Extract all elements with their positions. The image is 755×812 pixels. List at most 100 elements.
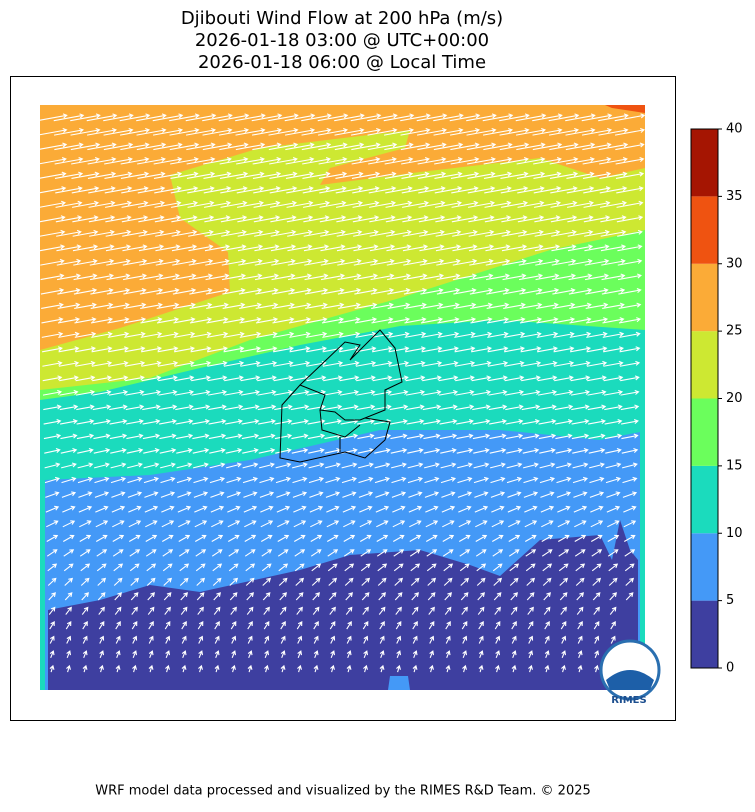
wind-arrow bbox=[236, 200, 264, 208]
wind-arrow bbox=[103, 127, 134, 136]
wind-arrow bbox=[171, 215, 198, 223]
wind-arrow bbox=[484, 200, 512, 208]
wind-arrow bbox=[214, 621, 220, 630]
wind-arrow bbox=[123, 288, 147, 295]
wind-arrow bbox=[225, 433, 243, 440]
wind-arrow bbox=[203, 186, 232, 194]
wind-arrow bbox=[360, 549, 372, 557]
wind-arrow bbox=[401, 200, 429, 208]
wind-arrow bbox=[427, 577, 437, 586]
wind-arrow bbox=[508, 549, 520, 557]
wind-arrow bbox=[110, 476, 126, 484]
wind-arrow bbox=[335, 200, 363, 208]
wind-arrow bbox=[194, 505, 208, 513]
wind-arrow bbox=[484, 215, 512, 223]
wind-arrow bbox=[204, 215, 231, 223]
wind-arrow bbox=[419, 229, 445, 237]
wind-arrow bbox=[351, 142, 381, 151]
wind-arrow bbox=[157, 360, 179, 367]
wind-arrow bbox=[226, 462, 242, 469]
wind-arrow bbox=[604, 433, 623, 440]
wind-arrow bbox=[406, 419, 425, 425]
wind-arrow bbox=[305, 317, 328, 324]
wind-arrow bbox=[478, 635, 484, 644]
wind-arrow bbox=[208, 419, 227, 425]
wind-arrow bbox=[235, 142, 266, 151]
wind-arrow bbox=[451, 186, 479, 194]
wind-arrow bbox=[426, 549, 438, 557]
wind-arrow bbox=[387, 302, 411, 310]
wind-arrow bbox=[586, 331, 608, 338]
wind-arrow bbox=[127, 491, 143, 498]
wind-arrow bbox=[582, 171, 612, 180]
wind-arrow bbox=[405, 389, 426, 396]
wind-arrow bbox=[600, 229, 627, 237]
wind-arrow bbox=[584, 258, 610, 266]
wind-arrow bbox=[558, 549, 570, 557]
wind-arrow bbox=[426, 563, 437, 572]
wind-arrow bbox=[487, 331, 509, 338]
wind-arrow bbox=[492, 549, 504, 557]
wind-arrow bbox=[390, 419, 408, 425]
wind-arrow bbox=[106, 258, 131, 266]
wind-arrow bbox=[94, 491, 110, 498]
wind-arrow bbox=[185, 113, 217, 122]
wind-arrow bbox=[470, 317, 493, 324]
wind-arrow bbox=[206, 302, 229, 310]
wind-arrow bbox=[174, 375, 195, 382]
wind-arrow bbox=[622, 462, 638, 469]
wind-arrow bbox=[53, 113, 85, 122]
wind-arrow bbox=[256, 331, 278, 338]
wind-arrow bbox=[107, 317, 130, 324]
wind-arrow bbox=[186, 157, 216, 165]
wind-arrow bbox=[603, 375, 624, 382]
wind-arrow bbox=[98, 606, 105, 615]
wind-arrow bbox=[104, 157, 133, 165]
wind-arrow bbox=[485, 244, 511, 252]
wind-arrow bbox=[607, 549, 619, 557]
wind-arrow bbox=[353, 244, 379, 252]
wind-arrow bbox=[623, 505, 637, 513]
wind-arrow bbox=[264, 650, 270, 659]
wind-arrow bbox=[293, 505, 307, 513]
wind-arrow bbox=[335, 186, 364, 194]
wind-arrow bbox=[386, 273, 411, 281]
wind-arrow bbox=[572, 448, 589, 454]
wind-arrow bbox=[598, 113, 629, 122]
wind-arrow bbox=[392, 505, 406, 513]
wind-arrow bbox=[87, 157, 117, 165]
wind-arrow bbox=[310, 534, 323, 543]
wind-arrow bbox=[71, 157, 100, 165]
wind-arrow bbox=[396, 650, 402, 659]
wind-arrow bbox=[169, 142, 200, 151]
wind-arrow bbox=[243, 491, 258, 498]
wind-arrow bbox=[449, 113, 481, 122]
wind-arrow bbox=[301, 142, 332, 151]
wind-arrow bbox=[475, 520, 488, 528]
wind-arrow bbox=[65, 606, 72, 615]
wind-arrow bbox=[86, 127, 118, 136]
wind-arrow bbox=[176, 462, 193, 469]
wind-arrow bbox=[442, 549, 454, 557]
wind-arrow bbox=[457, 476, 473, 484]
wind-arrow bbox=[207, 375, 228, 382]
wind-arrow bbox=[143, 462, 160, 469]
wind-arrow bbox=[472, 419, 491, 425]
wind-arrow bbox=[455, 375, 475, 382]
wind-arrow bbox=[187, 215, 215, 223]
wind-arrow bbox=[162, 549, 174, 557]
wind-arrow bbox=[273, 375, 294, 382]
wind-arrow bbox=[38, 200, 66, 208]
wind-arrow bbox=[47, 563, 58, 572]
wind-arrow bbox=[469, 288, 494, 295]
wind-arrow bbox=[384, 157, 414, 165]
wind-arrow bbox=[74, 302, 97, 310]
wind-arrow bbox=[607, 520, 620, 528]
wind-arrow bbox=[359, 520, 373, 528]
wind-arrow bbox=[599, 171, 628, 180]
wind-arrow bbox=[132, 635, 138, 644]
wind-arrow bbox=[458, 505, 472, 513]
wind-arrow bbox=[518, 273, 543, 281]
wind-arrow bbox=[142, 404, 161, 411]
wind-arrow bbox=[552, 288, 576, 295]
